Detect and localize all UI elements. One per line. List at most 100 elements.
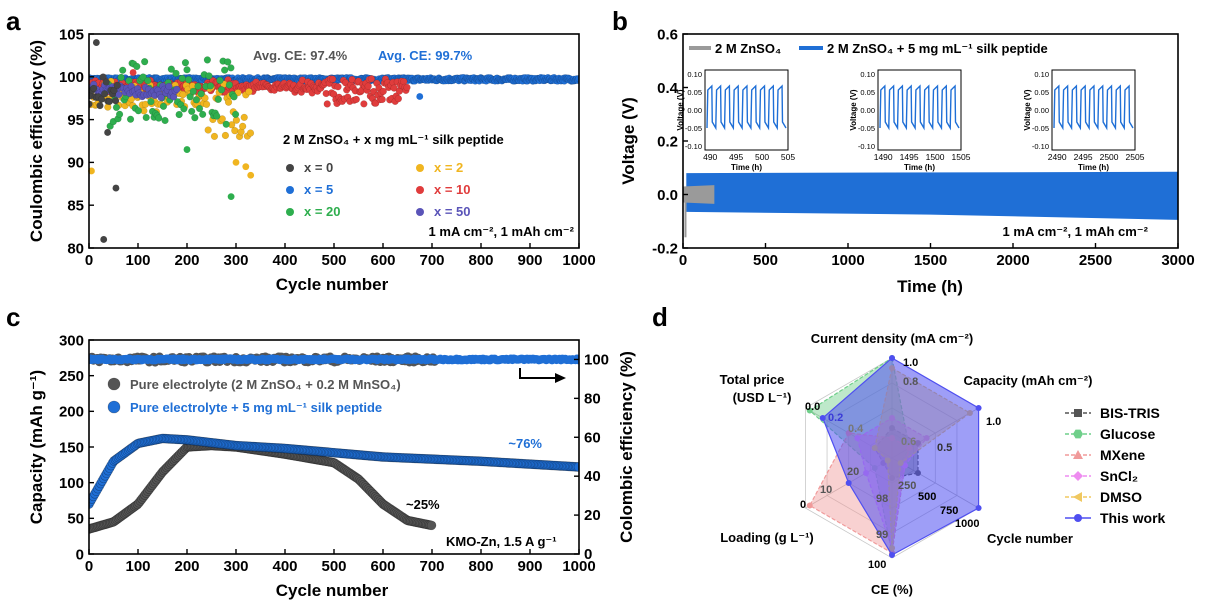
inset-xlabel: Time (h) [1078,163,1109,172]
radar-tick: 0.5 [937,442,952,454]
data-point [184,76,193,84]
panel-c-ylabel-right: Colombic efficiency (%) [617,351,636,543]
inset-y-tick-label: 0.10 [860,70,875,79]
radar-axis-total-price-line1: Total price [720,372,785,387]
y-right-tick-label: 20 [584,507,601,524]
legend-label: x = 50 [434,204,471,219]
data-point [323,100,331,108]
radar-vertex [889,552,895,558]
data-point [394,95,402,103]
arrow-head-icon [555,373,566,383]
arrow-line [519,368,560,379]
radar-tick: 250 [898,480,916,492]
data-point [231,127,239,135]
data-point [97,95,106,103]
radar-tick: 100 [868,559,886,571]
outlier-point [112,184,120,192]
radar-axis-total-price-line2: (USD L⁻¹) [733,390,792,405]
y-tick-label: 105 [59,26,84,43]
x-tick-label: 0 [85,558,93,575]
data-point [159,102,168,110]
y-tick-label: 150 [59,439,84,456]
panel-b-axes: 0 500 1000 1500 2000 2500 3000 -0.2 0.0 0.2 0.4 0.6 [652,26,1195,269]
radar-vertex [975,405,982,411]
data-point [139,73,147,81]
inset-y-tick-label: 0.00 [1034,106,1049,115]
inset-y-tick-label: -0.10 [1032,142,1049,151]
data-point [195,104,204,113]
data-point [157,93,165,102]
legend-label: MXene [1100,447,1145,463]
data-point [367,75,376,83]
data-point [167,65,175,73]
data-point [329,75,337,83]
x-tick-label: 1000 [562,252,595,269]
inset-waveform [1053,84,1134,131]
radar-axis-cycle-number: Cycle number [987,531,1073,546]
radar-vertex [889,355,895,361]
legend-label: SnCl₂ [1100,468,1138,484]
x-tick-label: 700 [419,558,444,575]
y-right-tick-label: 40 [584,468,601,485]
panel-a-xlabel: Cycle number [276,275,389,294]
x-tick-label: 500 [321,558,346,575]
capacity-series-1 [89,433,579,509]
data-point [224,98,233,106]
x-tick-label: 800 [468,252,493,269]
y-right-tick-label: 80 [584,390,601,407]
y-tick-label: 0.4 [657,80,679,97]
legend-marker [1073,471,1083,481]
legend-label: DMSO [1100,489,1142,505]
y-tick-label: 300 [59,332,84,349]
data-point [203,56,211,64]
data-point [133,62,141,71]
inset-x-tick-label: 2490 [1048,152,1067,162]
radar-axis-loading: Loading (g L⁻¹) [720,530,814,545]
legend-label: 2 M ZnSO₄ + 5 mg mL⁻¹ silk peptide [827,41,1048,56]
outlier-point [92,39,100,46]
x-tick-label: 700 [419,252,444,269]
data-point [230,93,238,101]
x-tick-label: 200 [174,252,199,269]
inset-x-tick-label: 2495 [1074,152,1093,162]
data-point [147,98,155,106]
data-point [240,113,248,121]
inset-x-tick-label: 1500 [926,152,945,162]
series-x=10 [89,75,411,108]
data-point [117,73,125,82]
inset-frame [877,69,962,151]
panel-a-chart: 0 100 200 300 400 500 600 700 800 900 1000 80 85 90 95… [27,26,596,294]
data-point [379,87,387,95]
data-point [144,77,152,85]
data-point [227,64,235,72]
data-point [192,96,201,104]
data-point [90,84,98,93]
y-tick-label: 80 [67,240,84,257]
panel-a-outliers [88,39,424,243]
inset-x-tick-label: 505 [781,152,795,162]
outlier-point [129,69,137,76]
radar-vertex [806,407,813,414]
y-tick-label: 100 [59,475,84,492]
data-point [183,66,191,74]
series-x=0 [89,73,121,110]
outlier-point [232,159,240,166]
data-point [89,100,93,108]
ce-series-1 [89,354,579,365]
y-tick-label: 250 [59,368,84,385]
radar-vertex [975,505,982,511]
legend-marker [107,400,121,414]
x-tick-label: 400 [272,252,297,269]
data-point [221,66,229,74]
panel-c-ylabel-left: Capacity (mAh g⁻¹) [27,370,46,524]
y-tick-label: 85 [67,197,84,214]
outlier-point [227,193,235,201]
data-point [390,84,398,92]
radar-tick: 0.6 [901,436,916,448]
radar-tick: 20 [847,466,859,478]
panel-d-legend: BIS-TRIS Glucose MXene SnCl₂ DMSO This work [1065,405,1166,526]
data-point [191,114,199,122]
data-point [102,78,110,86]
